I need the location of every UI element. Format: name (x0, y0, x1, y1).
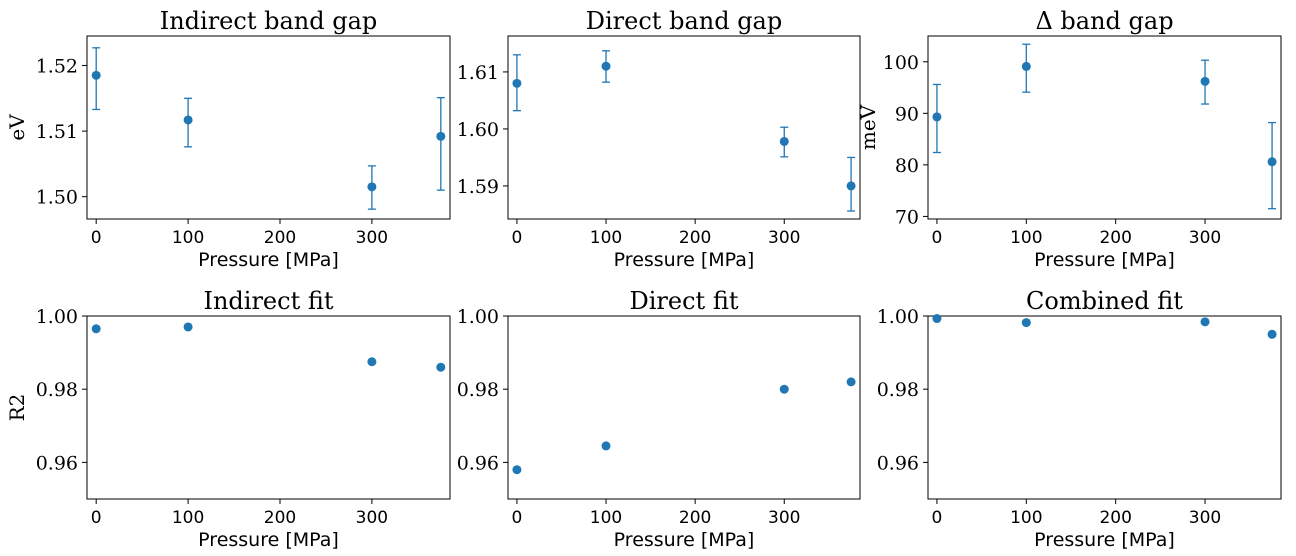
y-tick-label: 0.98 (36, 379, 78, 401)
x-tick-label: 200 (679, 508, 711, 528)
y-tick-label: 70 (895, 206, 919, 228)
data-point (367, 182, 377, 192)
y-tick-label: 1.60 (457, 119, 499, 141)
subplot-5: Direct fit 0 100 200 300 0.96 0.98 1.00 Pressure… (457, 287, 861, 551)
x-tick-label: 100 (172, 228, 204, 248)
data-point (779, 136, 789, 146)
x-tick-label: 0 (932, 228, 943, 248)
x-tick-label: 100 (1010, 228, 1042, 248)
y-tick-label: 1.61 (457, 62, 499, 84)
y-tick-label: 0.98 (877, 379, 919, 401)
data-point (601, 441, 611, 451)
chart-title: Direct band gap (586, 7, 782, 35)
y-tick-label: 0.96 (877, 452, 919, 474)
y-tick-label: 1.00 (36, 306, 78, 328)
data-point (1200, 317, 1210, 327)
x-axis-label: Pressure [MPa] (614, 249, 755, 271)
y-axis-label: R2 (5, 394, 29, 422)
x-tick-label: 200 (264, 508, 296, 528)
x-tick-label: 300 (1189, 508, 1221, 528)
data-point (601, 61, 611, 71)
x-tick-label: 0 (91, 228, 102, 248)
data-point (1021, 61, 1031, 71)
subplot-2: Direct band gap 0 100 200 300 1.59 1.60 1.61 Pre… (457, 7, 861, 271)
data-point (1267, 329, 1277, 339)
data-point (846, 181, 856, 191)
data-point (183, 115, 193, 125)
chart-title: Indirect fit (203, 287, 333, 315)
x-axis-label: Pressure [MPa] (1034, 249, 1175, 271)
x-tick-label: 0 (511, 508, 522, 528)
data-point (779, 384, 789, 394)
y-tick-label: 1.51 (36, 121, 78, 143)
axes-frame (507, 35, 861, 220)
axes-frame (86, 35, 451, 220)
data-point (512, 465, 522, 475)
axes-frame (507, 315, 861, 500)
x-tick-label: 100 (1010, 508, 1042, 528)
x-tick-label: 200 (679, 228, 711, 248)
axes-frame (927, 315, 1282, 500)
y-tick-label: 0.96 (457, 452, 499, 474)
axes-frame (927, 35, 1282, 220)
data-point (846, 377, 856, 387)
x-tick-label: 0 (511, 228, 522, 248)
chart-title: Combined fit (1026, 287, 1183, 315)
x-tick-label: 200 (1099, 228, 1131, 248)
y-tick-label: 1.52 (36, 56, 78, 78)
y-tick-label: 0.98 (457, 379, 499, 401)
x-axis-label: Pressure [MPa] (198, 249, 339, 271)
chart-title: Direct fit (630, 287, 739, 315)
data-point (1200, 76, 1210, 86)
x-tick-label: 300 (1189, 228, 1221, 248)
y-tick-label: 1.59 (457, 176, 499, 198)
x-tick-label: 100 (590, 508, 622, 528)
x-tick-label: 200 (1099, 508, 1131, 528)
x-axis-label: Pressure [MPa] (198, 529, 339, 551)
x-tick-label: 300 (768, 508, 800, 528)
x-tick-label: 200 (264, 228, 296, 248)
x-tick-label: 300 (768, 228, 800, 248)
data-point (91, 324, 101, 334)
x-tick-label: 300 (356, 228, 388, 248)
subplot-1: Indirect band gap 0 100 200 300 1.50 1.51 1.52 P… (5, 7, 451, 271)
data-point (932, 314, 942, 324)
y-tick-label: 1.00 (877, 306, 919, 328)
y-tick-label: 1.50 (36, 187, 78, 209)
data-point (1267, 157, 1277, 167)
data-point (932, 112, 942, 122)
y-tick-label: 1.00 (457, 306, 499, 328)
data-point (512, 78, 522, 88)
data-point (91, 70, 101, 80)
chart-title: Indirect band gap (160, 7, 378, 35)
data-point (367, 357, 377, 367)
data-point (436, 131, 446, 141)
x-axis-label: Pressure [MPa] (1034, 529, 1175, 551)
data-point (436, 362, 446, 372)
data-point (1021, 318, 1031, 328)
y-axis-label: eV (5, 114, 29, 141)
y-axis-label: meV (856, 104, 880, 150)
x-tick-label: 100 (172, 508, 204, 528)
y-tick-label: 80 (895, 155, 919, 177)
y-tick-label: 100 (883, 52, 919, 74)
x-axis-label: Pressure [MPa] (614, 529, 755, 551)
x-tick-label: 0 (932, 508, 943, 528)
x-tick-label: 100 (590, 228, 622, 248)
subplot-6: Combined fit 0 100 200 300 0.96 0.98 1.00 Pressu… (877, 287, 1282, 551)
chart-title: Δ band gap (1035, 7, 1173, 35)
axes-frame (86, 315, 451, 500)
subplot-4: Indirect fit 0 100 200 300 0.96 0.98 1.00 Pressu… (5, 287, 451, 551)
data-point (183, 322, 193, 332)
y-tick-label: 0.96 (36, 452, 78, 474)
x-tick-label: 300 (356, 508, 388, 528)
y-tick-label: 90 (895, 103, 919, 125)
x-tick-label: 0 (91, 508, 102, 528)
